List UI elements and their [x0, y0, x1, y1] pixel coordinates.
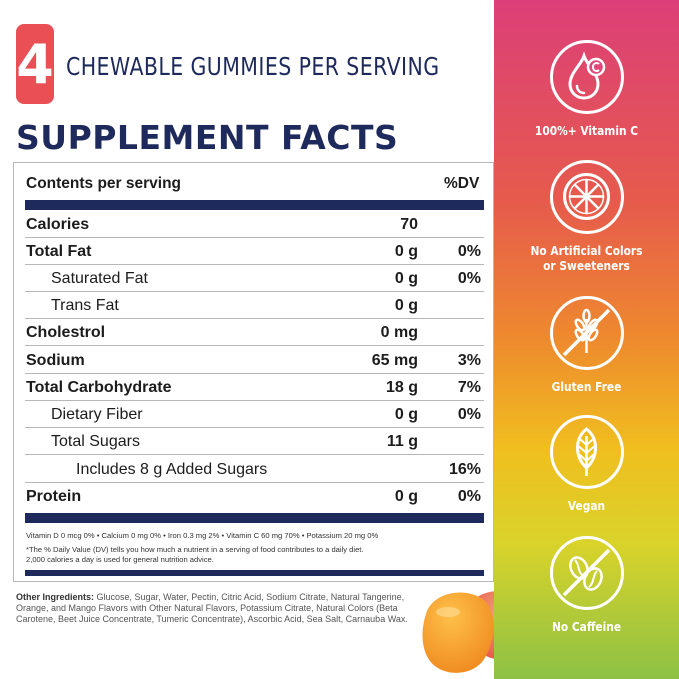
nutrient-dv: 3%: [457, 352, 481, 369]
claim-label: Gluten Free: [551, 379, 622, 394]
table-row: Sodium 65 mg 3%: [25, 347, 484, 374]
serving-count-badge: 4: [16, 24, 54, 104]
nutrient-name: Total Sugars: [51, 433, 140, 450]
nutrient-name: Cholestrol: [26, 324, 106, 341]
nutrient-amount: 0 g: [394, 297, 418, 314]
nutrient-name: Total Fat: [26, 243, 92, 260]
contents-per-serving-label: Contents per serving: [26, 175, 182, 192]
nutrient-name: Saturated Fat: [51, 270, 148, 287]
table-row: Dietary Fiber 0 g 0%: [25, 401, 484, 428]
nutrient-amount: 0 g: [394, 406, 418, 423]
nutrient-name: Calories: [26, 216, 90, 233]
nutrient-amount: 18 g: [385, 379, 418, 396]
nutrient-name: Protein: [26, 488, 82, 505]
claim-label: Vegan: [567, 498, 606, 513]
table-row: Total Fat 0 g 0%: [25, 238, 484, 265]
nutrient-amount: 65 mg: [371, 352, 418, 369]
nutrient-amount: 70: [400, 216, 418, 233]
nutrient-dv: 0%: [457, 406, 481, 423]
claim-label-line: No Artificial Colors: [530, 243, 643, 258]
nutrient-name: Sodium: [26, 352, 85, 369]
nutrient-dv: 0%: [457, 270, 481, 287]
table-row: Cholestrol 0 mg: [25, 319, 484, 346]
nutrient-name: Includes 8 g Added Sugars: [76, 461, 268, 478]
serving-title: CHEWABLE GUMMIES PER SERVING: [66, 52, 440, 81]
claim-label-line: or Sweeteners: [543, 258, 630, 273]
nutrient-amount: 0 g: [394, 488, 418, 505]
claims-panel: 100%+ Vitamin C No Artificial Colo: [494, 0, 679, 679]
supplement-facts-title: SUPPLEMENT FACTS: [16, 118, 399, 157]
dv-column-label: %DV: [444, 175, 480, 192]
daily-value-footnote-line: *The % Daily Value (DV) tells you how mu…: [26, 545, 364, 554]
orange-slice-icon: [549, 160, 624, 234]
claim-label: No Caffeine: [551, 619, 622, 634]
table-row: Trans Fat 0 g: [25, 292, 484, 319]
claim-label: 100%+ Vitamin C: [534, 123, 639, 138]
bottom-divider: [25, 570, 484, 576]
nutrient-amount: 0 mg: [380, 324, 418, 341]
thick-divider: [25, 200, 484, 210]
daily-value-footnote: *The % Daily Value (DV) tells you how mu…: [26, 545, 488, 565]
other-ingredients-label: Other Ingredients:: [16, 592, 95, 602]
claim-no-caffeine: No Caffeine: [494, 536, 679, 634]
supplement-facts-panel: Contents per serving %DV Calories 70 Tot…: [13, 162, 494, 582]
claim-gluten-free: Gluten Free: [494, 296, 679, 394]
thick-divider: [25, 513, 484, 523]
nutrient-dv: 16%: [448, 461, 481, 478]
table-row: Calories 70: [25, 211, 484, 238]
nutrient-dv: 0%: [457, 243, 481, 260]
claim-no-artificial: No Artificial Colors or Sweeteners: [494, 160, 679, 273]
claim-vegan: Vegan: [494, 415, 679, 513]
nutrient-name: Dietary Fiber: [51, 406, 143, 423]
table-row: Total Carbohydrate 18 g 7%: [25, 374, 484, 401]
no-wheat-icon: [549, 296, 624, 370]
other-ingredients-text: Glucose, Sugar, Water, Pectin, Citric Ac…: [16, 592, 408, 624]
claim-vitamin-c: 100%+ Vitamin C: [494, 40, 679, 138]
nutrient-dv: 7%: [457, 379, 481, 396]
table-header: Contents per serving %DV: [26, 175, 484, 193]
leaf-icon: [549, 415, 624, 489]
vitamin-c-drop-icon: [549, 40, 624, 114]
claim-label: No Artificial Colors or Sweeteners: [508, 243, 665, 273]
minor-nutrients-line: Vitamin D 0 mcg 0% • Calcium 0 mg 0% • I…: [26, 531, 379, 540]
table-row: Saturated Fat 0 g 0%: [25, 265, 484, 292]
nutrient-name: Total Carbohydrate: [26, 379, 172, 396]
nutrient-amount: 0 g: [394, 243, 418, 260]
nutrient-name: Trans Fat: [51, 297, 119, 314]
nutrient-amount: 11 g: [386, 433, 418, 450]
other-ingredients: Other Ingredients: Glucose, Sugar, Water…: [16, 592, 426, 625]
nutrient-amount: 0 g: [394, 270, 418, 287]
daily-value-footnote-line: 2,000 calories a day is used for general…: [26, 555, 214, 564]
nutrient-dv: 0%: [457, 488, 481, 505]
no-coffee-bean-icon: [549, 536, 624, 610]
table-row: Protein 0 g 0%: [25, 483, 484, 510]
table-row: Includes 8 g Added Sugars 16%: [25, 456, 484, 483]
table-row: Total Sugars 11 g: [25, 428, 484, 455]
